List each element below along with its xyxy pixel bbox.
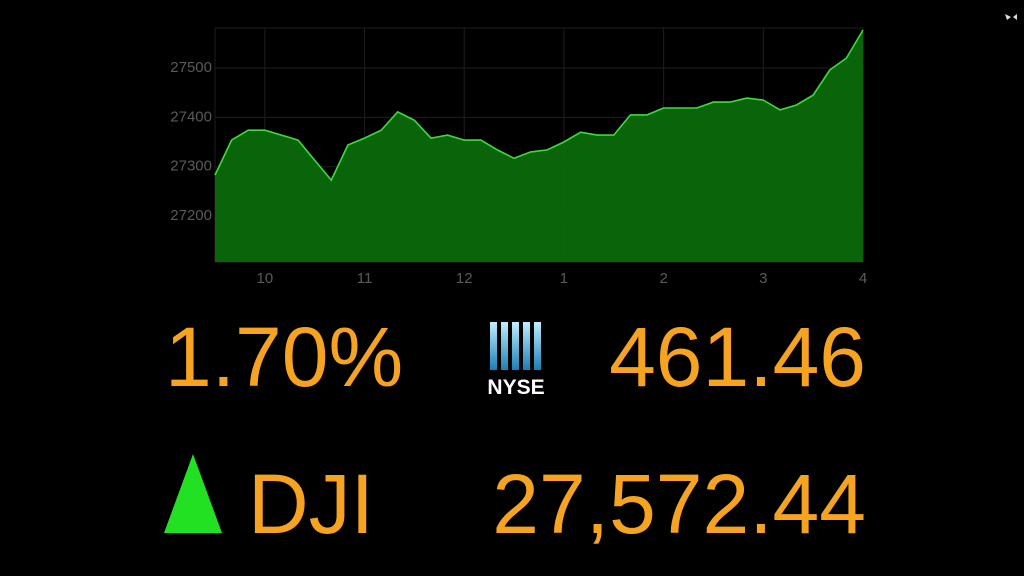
y-tick-label: 27500	[170, 59, 212, 76]
up-arrow	[164, 454, 222, 533]
y-tick-label: 27400	[170, 108, 212, 125]
area-fill	[215, 30, 863, 262]
y-tick-label: 27200	[170, 207, 212, 224]
x-tick-label: 4	[859, 270, 867, 287]
symbol: DJI	[248, 457, 374, 551]
area-line	[214, 29, 864, 182]
corner-icon	[1005, 14, 1017, 20]
exchange-label: NYSE	[487, 376, 544, 399]
x-tick-label: 10	[257, 270, 274, 287]
x-tick-label: 3	[759, 270, 767, 287]
x-tick-label: 11	[357, 270, 373, 287]
x-tick-label: 1	[560, 270, 568, 287]
change-points: 461.46	[609, 310, 866, 404]
y-tick-label: 27300	[170, 158, 212, 175]
change-percent: 1.70%	[165, 310, 403, 404]
x-tick-label: 2	[659, 270, 667, 287]
nyse-logo: NYSE	[487, 322, 545, 399]
price: 27,572.44	[492, 457, 866, 551]
x-tick-label: 12	[456, 270, 473, 287]
